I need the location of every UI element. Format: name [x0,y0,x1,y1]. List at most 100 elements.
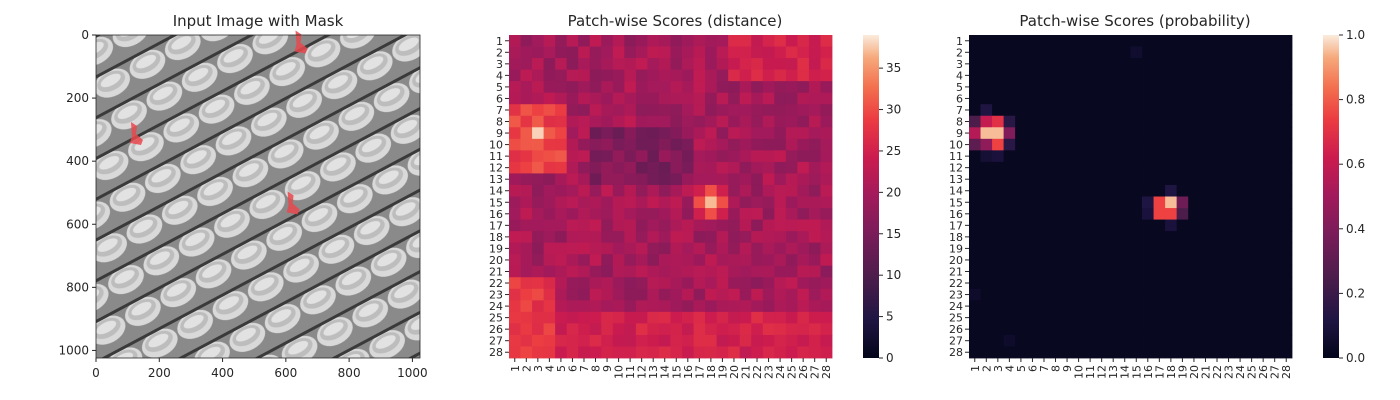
heatmap-cell [1015,173,1028,186]
heatmap-cell [705,150,718,163]
heatmap-cell [1211,254,1224,267]
heatmap-cell [1049,81,1062,94]
heatmap-cell [1188,196,1201,209]
heatmap-cell [555,35,568,47]
mask-regions [129,30,308,215]
heatmap-cell [682,219,694,232]
heatmap-cell [624,231,637,244]
heatmap-cell [543,242,556,255]
col-tick-label: 16 [1142,365,1155,379]
heatmap-cell [1049,254,1062,267]
heatmap-cell [682,346,694,359]
heatmap-cell [1199,173,1212,186]
heatmap-cell [555,277,568,290]
heatmap-cell [762,81,775,94]
heatmap-cell [1222,115,1235,128]
heatmap-cell [647,138,660,151]
heatmap-cell [670,58,683,71]
heatmap-cell [1188,288,1201,301]
heatmap-cell [578,69,591,82]
heatmap-cell [1280,58,1293,71]
heatmap-cell [543,254,556,267]
heatmap-cell [992,254,1005,267]
heatmap-cell [1038,254,1051,267]
heatmap-cell [601,265,614,278]
heatmap-cell [1072,81,1085,94]
row-tick-label: 1 [496,35,503,48]
heatmap-cell [1257,300,1270,313]
heatmap-cell [682,92,694,105]
heatmap-cell [1061,242,1074,255]
heatmap-cell [509,208,521,220]
heatmap-cell [612,254,625,267]
heatmap-cell [785,104,798,117]
heatmap-cell [1095,161,1108,174]
heatmap-cell [578,35,591,47]
heatmap-cell [992,150,1005,163]
heatmap-cell [1072,58,1085,71]
heatmap-cell [992,161,1005,174]
heatmap-cell [647,46,660,59]
heatmap-cell [1142,127,1154,140]
heatmap-cell [808,219,821,232]
heatmap-cell [532,46,545,59]
heatmap-cell [705,46,718,59]
heatmap-cell [1049,138,1062,151]
heatmap-cell [1280,138,1293,151]
heatmap-cell [658,311,671,324]
heatmap-cell [1095,277,1108,290]
heatmap-cell [1072,115,1085,128]
heatmap-cell [969,231,981,244]
heatmap-cell [785,92,798,105]
heatmap-cell [589,346,602,359]
heatmap-cell [1038,58,1051,71]
heatmap-cell [728,334,741,347]
heatmap-cell [612,115,625,128]
heatmap-cell [1153,127,1166,140]
heatmap-cell [555,288,568,301]
heatmap-cell [532,173,545,186]
heatmap-cell [658,196,671,209]
heatmap-cell [1280,69,1293,82]
heatmap-cell [751,300,764,313]
heatmap-cell [1188,346,1201,359]
row-tick-label: 3 [496,58,503,71]
heatmap-cell [601,115,614,128]
heatmap-cell [543,127,556,140]
heatmap-cell [647,196,660,209]
heatmap-cell [1142,115,1154,128]
heatmap-cell [1061,208,1074,220]
heatmap-cell [693,46,706,59]
heatmap-cell [716,254,729,267]
heatmap-cell [1257,288,1270,301]
heatmap-cell [705,254,718,267]
heatmap-cell [1153,208,1166,220]
heatmap-cell [1165,184,1178,197]
heatmap-cell [566,138,579,151]
heatmap-cell [1222,92,1235,105]
heatmap-cell [797,196,810,209]
col-tick-label: 16 [682,365,695,379]
heatmap-cell [612,242,625,255]
heatmap-cell [601,300,614,313]
heatmap-cell [670,265,683,278]
heatmap-cell [693,104,706,117]
heatmap-cell [1234,161,1247,174]
heatmap-cell [1176,104,1189,117]
probability-colorbar-ticks: 0.00.20.40.60.81.0 [1339,28,1365,365]
input-image [96,35,420,358]
heatmap-cell [1061,300,1074,313]
heatmap-cell [1165,265,1178,278]
heatmap-cell [624,138,637,151]
heatmap-cell [1130,231,1143,244]
heatmap-cell [1222,288,1235,301]
heatmap-cell [797,92,810,105]
heatmap-cell [762,300,775,313]
heatmap-cell [1130,323,1143,336]
heatmap-cell [1153,242,1166,255]
heatmap-cell [647,288,660,301]
heatmap-cell [1222,127,1235,140]
heatmap-cell [1015,311,1028,324]
heatmap-cell [1211,323,1224,336]
heatmap-cell [1199,161,1212,174]
